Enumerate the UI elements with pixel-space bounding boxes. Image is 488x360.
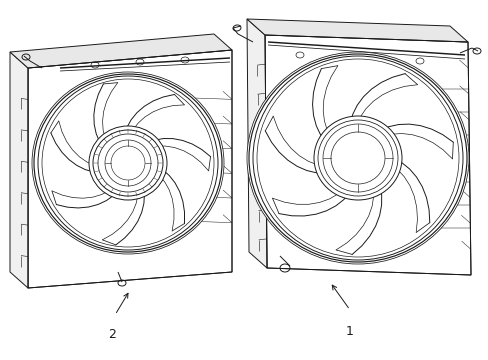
Ellipse shape (313, 116, 401, 200)
Polygon shape (28, 50, 231, 288)
Polygon shape (264, 35, 470, 275)
Polygon shape (10, 34, 231, 68)
Ellipse shape (32, 72, 224, 254)
Polygon shape (246, 19, 266, 268)
Text: 2: 2 (108, 328, 116, 341)
Ellipse shape (89, 126, 167, 200)
Polygon shape (246, 19, 467, 42)
Ellipse shape (246, 52, 468, 264)
Polygon shape (10, 52, 28, 288)
Text: 1: 1 (346, 325, 353, 338)
